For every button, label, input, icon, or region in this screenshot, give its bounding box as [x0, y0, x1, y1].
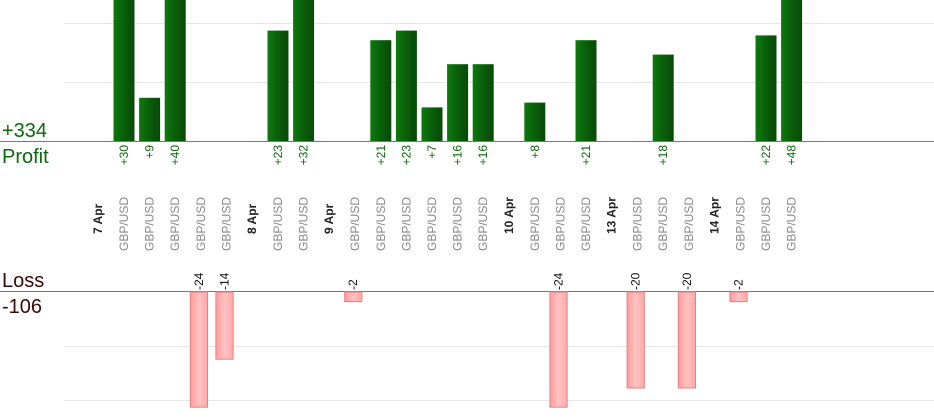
category-label: GBP/USD	[656, 197, 670, 251]
loss-bar	[189, 291, 209, 408]
loss-bar	[549, 291, 568, 408]
category-label: GBP/USD	[425, 197, 439, 251]
category-label: GBP/USD	[117, 197, 131, 251]
profit-value-label: +9	[143, 145, 157, 159]
profit-bar	[524, 102, 546, 141]
profit-value-label: +22	[759, 145, 773, 166]
category-label: GBP/USD	[168, 197, 182, 251]
profit-total: +334	[2, 120, 47, 142]
profit-bar	[293, 0, 315, 142]
profit-value-label: +30	[117, 145, 131, 166]
loss-value-label: -24	[192, 272, 206, 290]
category-label: GBP/USD	[733, 197, 747, 251]
labels-layer: 7 Apr 8 Apr 9 Apr 10 Apr 13 Apr 14 Apr GBP/USD…	[91, 145, 799, 290]
profit-value-label: +32	[297, 145, 311, 166]
category-label: GBP/USD	[374, 197, 388, 251]
date-label: 14 Apr	[707, 197, 721, 234]
profit-bar	[370, 40, 392, 142]
loss-bar	[729, 291, 748, 303]
category-label: GBP/USD	[528, 197, 542, 251]
profit-bar	[113, 0, 135, 141]
category-label: GBP/USD	[579, 197, 593, 251]
category-label: GBP/USD	[348, 197, 362, 251]
profit-value-label: +18	[656, 145, 670, 166]
category-label: GBP/USD	[476, 197, 490, 251]
category-label: GBP/USD	[631, 197, 645, 251]
loss-value-label: -24	[551, 272, 565, 290]
date-label: 13 Apr	[605, 197, 619, 234]
profit-bar	[447, 64, 469, 141]
profit-value-label: +21	[579, 145, 593, 166]
profit-bar	[472, 64, 494, 141]
loss-bar	[677, 291, 697, 389]
bars-layer	[113, 0, 803, 408]
profit-bar	[139, 97, 161, 141]
profit-value-label: +48	[785, 145, 799, 166]
profit-bar	[652, 54, 674, 141]
category-label: GBP/USD	[682, 197, 696, 251]
profit-bar	[755, 35, 777, 141]
profit-bar	[395, 30, 417, 142]
profit-value-label: +16	[451, 145, 465, 166]
loss-total: -106	[2, 296, 42, 318]
profit-bar	[164, 0, 186, 141]
category-label: GBP/USD	[271, 197, 285, 251]
date-label: 9 Apr	[322, 203, 336, 234]
profit-value-label: +7	[425, 145, 439, 159]
profit-label: Profit	[2, 146, 49, 168]
profit-value-label: +21	[374, 145, 388, 166]
category-label: GBP/USD	[785, 197, 799, 251]
category-label: GBP/USD	[759, 197, 773, 251]
loss-bar	[626, 291, 645, 389]
loss-bar	[344, 291, 363, 303]
profit-bar	[781, 0, 803, 141]
profit-value-label: +23	[399, 145, 413, 166]
profit-bar	[267, 30, 289, 142]
profit-bar	[575, 40, 597, 142]
category-label: GBP/USD	[219, 197, 233, 251]
profit-value-label: +40	[168, 145, 182, 166]
loss-bar	[215, 291, 234, 360]
profit-value-label: +8	[528, 145, 542, 159]
date-label: 10 Apr	[502, 197, 516, 234]
category-label: GBP/USD	[553, 197, 567, 251]
loss-value-label: -20	[680, 272, 694, 290]
category-label: GBP/USD	[451, 197, 465, 251]
profit-value-label: +16	[476, 145, 490, 166]
date-label: 7 Apr	[91, 203, 105, 234]
category-label: GBP/USD	[297, 197, 311, 251]
profit-value-label: +23	[271, 145, 285, 166]
profit-bar	[421, 107, 443, 141]
category-label: GBP/USD	[399, 197, 413, 251]
date-label: 8 Apr	[245, 203, 259, 234]
loss-value-label: -2	[346, 279, 360, 290]
loss-value-label: -14	[217, 272, 231, 290]
category-label: GBP/USD	[194, 197, 208, 251]
loss-value-label: -2	[731, 279, 745, 290]
category-label: GBP/USD	[143, 197, 157, 251]
loss-value-label: -20	[629, 272, 643, 290]
loss-label: Loss	[2, 270, 44, 292]
